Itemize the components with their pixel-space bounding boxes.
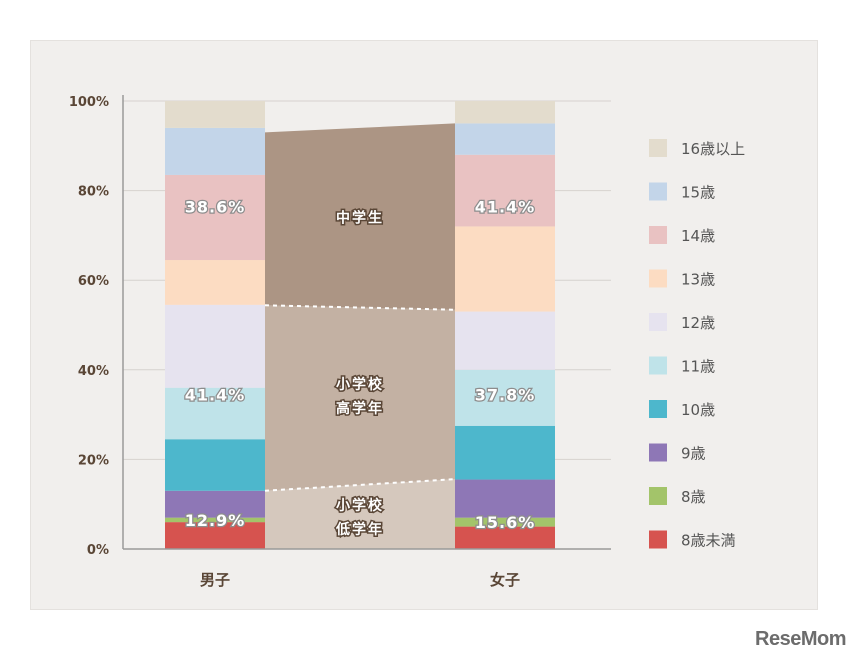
bar-segment — [455, 101, 555, 124]
legend-label: 8歳 — [681, 488, 706, 506]
band-label: 小学校 — [336, 376, 384, 393]
bar-segment — [455, 311, 555, 370]
legend-swatch — [649, 530, 667, 549]
band-label: 中学生 — [336, 210, 384, 227]
bar-segment — [165, 260, 265, 305]
bar-segment — [455, 123, 555, 155]
legend-label: 12歳 — [681, 314, 715, 332]
bar-value-label: 38.6% — [185, 197, 246, 216]
bar-value-label: 37.8% — [475, 385, 536, 404]
legend-label: 9歳 — [681, 445, 706, 463]
bar-segment — [455, 369, 555, 426]
bar-segment — [165, 439, 265, 491]
legend-swatch — [649, 356, 667, 375]
legend-swatch — [649, 269, 667, 288]
legend-label: 11歳 — [681, 358, 715, 376]
bar-segment — [165, 490, 265, 518]
resemom-logo: ReseMom — [755, 628, 846, 650]
bar-segment — [455, 425, 555, 480]
bar-segment — [165, 387, 265, 440]
band-label: 高学年 — [336, 400, 384, 417]
y-tick-label: 40% — [78, 364, 109, 379]
y-tick-label: 60% — [78, 274, 109, 289]
legend-label: 13歳 — [681, 271, 715, 289]
x-category-label: 男子 — [200, 571, 230, 589]
legend-swatch — [649, 487, 667, 505]
grade-band — [265, 479, 455, 549]
x-category-label: 女子 — [490, 571, 520, 589]
bar-segment — [455, 226, 555, 312]
bar-segment — [455, 154, 555, 227]
y-tick-label: 100% — [69, 95, 109, 110]
legend-swatch — [649, 182, 667, 201]
band-label: 小学校 — [336, 497, 384, 514]
legend-label: 8歳未満 — [681, 532, 736, 550]
legend-label: 15歳 — [681, 184, 715, 202]
bar-value-label: 15.6% — [475, 513, 536, 532]
band-label: 低学年 — [335, 521, 384, 538]
bar-segment — [455, 526, 555, 549]
legend-swatch — [649, 443, 667, 462]
bar-value-label: 41.4% — [475, 197, 536, 216]
bar-segment — [165, 127, 265, 175]
y-tick-label: 20% — [78, 453, 109, 468]
bar-segment — [165, 101, 265, 128]
legend-swatch — [649, 313, 667, 331]
grade-band — [265, 305, 455, 491]
bar-segment — [165, 304, 265, 388]
chart-panel: 小学校 低学年 小学校 高学年 中学生 12.9% 41.4% 38.6% 15.6% 37.8… — [30, 40, 818, 610]
bar-segment — [165, 522, 265, 549]
bar-segment — [455, 479, 555, 518]
bar-segment — [165, 174, 265, 261]
legend-swatch — [649, 400, 667, 418]
bar-value-label: 41.4% — [185, 385, 246, 404]
bar-segment — [165, 517, 265, 523]
legend-label: 16歳以上 — [681, 140, 745, 158]
legend-swatch — [649, 139, 667, 157]
y-tick-label: 80% — [78, 185, 109, 200]
legend-label: 14歳 — [681, 227, 715, 245]
y-tick-label: 0% — [87, 543, 109, 558]
legend-swatch — [649, 226, 667, 244]
grade-band — [265, 123, 455, 310]
legend-label: 10歳 — [681, 401, 715, 419]
bar-value-label: 12.9% — [185, 511, 246, 530]
bar-segment — [455, 517, 555, 527]
